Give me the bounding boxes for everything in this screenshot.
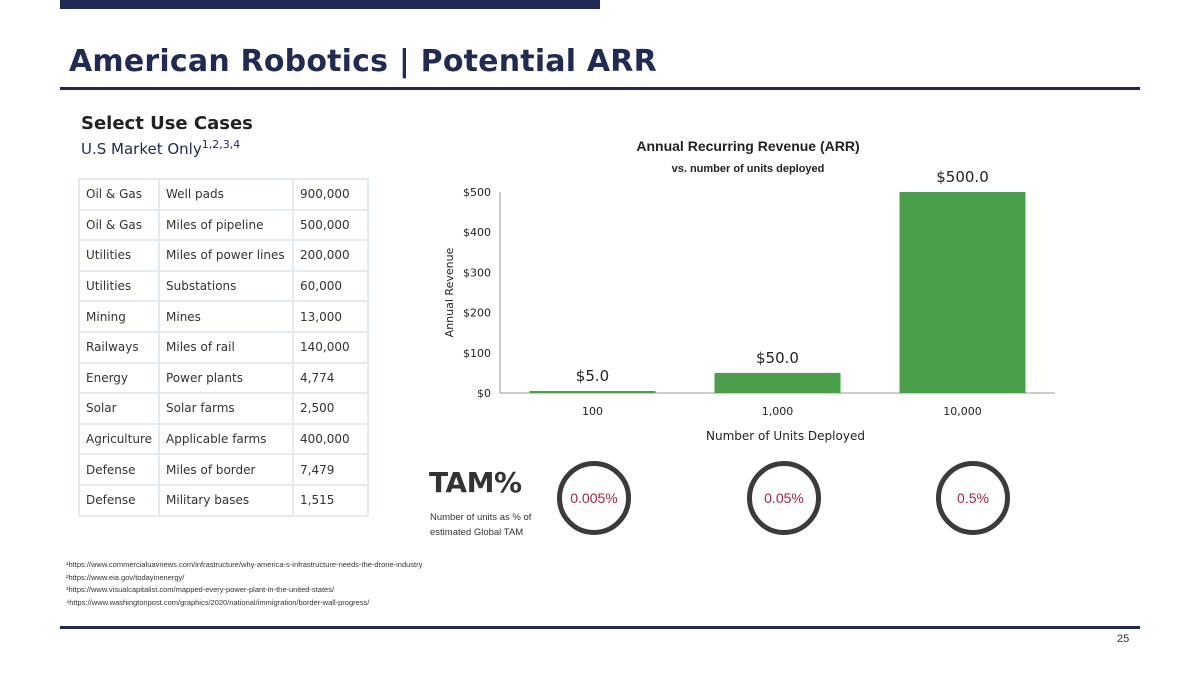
tam-description: Number of units as % of estimated Global… bbox=[430, 512, 532, 538]
arr-bar-chart: Annual Recurring Revenue (ARR) vs. number… bbox=[443, 138, 1055, 443]
table-cell-asset: Miles of pipeline bbox=[158, 208, 294, 242]
table-row: Defense Military bases 1,515 bbox=[78, 483, 369, 517]
table-cell-asset: Solar farms bbox=[158, 392, 294, 425]
slide-title: American Robotics | Potential ARR bbox=[69, 44, 657, 79]
use-cases-heading: Select Use Cases bbox=[81, 113, 253, 134]
table-cell-asset: Substations bbox=[158, 269, 294, 303]
table-cell-sector: Oil & Gas bbox=[78, 208, 160, 242]
table-cell-sector: Mining bbox=[78, 300, 160, 333]
title-divider bbox=[60, 87, 1140, 90]
bar bbox=[529, 390, 656, 393]
y-tick-label: $400 bbox=[463, 226, 491, 239]
tam-value-1: 0.005% bbox=[570, 490, 618, 506]
chart-subtitle: vs. number of units deployed bbox=[672, 163, 825, 175]
footnotes: ¹https://www.commercialuavnews.com/infra… bbox=[66, 559, 422, 609]
table-cell-sector: Defense bbox=[78, 453, 160, 486]
table-row: Utilities Substations 60,000 bbox=[78, 269, 369, 303]
table-cell-count: 140,000 bbox=[292, 330, 369, 364]
table-row: Solar Solar farms 2,500 bbox=[78, 392, 369, 425]
table-cell-asset: Applicable farms bbox=[158, 422, 294, 456]
table-cell-count: 13,000 bbox=[292, 300, 369, 333]
bar bbox=[714, 372, 841, 393]
table-cell-asset: Mines bbox=[158, 300, 294, 333]
table-cell-asset: Miles of rail bbox=[158, 330, 294, 364]
table-cell-sector: Utilities bbox=[78, 239, 160, 272]
use-cases-table: Oil & Gas Well pads 900,000 Oil & Gas Miles … bbox=[78, 178, 369, 517]
y-axis-label: Annual Revenue bbox=[443, 247, 456, 337]
table-cell-asset: Power plants bbox=[158, 361, 294, 395]
table-cell-count: 4,774 bbox=[292, 361, 369, 395]
footnote-4: ⁴https://www.washingtonpost.com/graphics… bbox=[66, 597, 370, 607]
x-tick-label: 1,000 bbox=[762, 405, 794, 418]
tam-circle-1: 0.005% bbox=[557, 461, 631, 535]
table-cell-sector: Utilities bbox=[78, 269, 160, 303]
table-cell-sector: Railways bbox=[78, 330, 160, 364]
footnote-3: ³https://www.visualcapitalist.com/mapped… bbox=[66, 585, 335, 594]
use-cases-subheading-text: U.S Market Only bbox=[81, 140, 202, 158]
table-row: Oil & Gas Well pads 900,000 bbox=[78, 178, 369, 211]
tam-circle-2: 0.05% bbox=[747, 461, 821, 535]
table-cell-asset: Well pads bbox=[158, 178, 294, 211]
tam-title: TAM% bbox=[429, 466, 522, 499]
bar-data-label: $5.0 bbox=[576, 367, 609, 385]
tam-value-3: 0.5% bbox=[957, 490, 989, 506]
table-row: Defense Miles of border 7,479 bbox=[78, 453, 369, 486]
table-cell-sector: Agriculture bbox=[78, 422, 160, 456]
table-cell-count: 60,000 bbox=[292, 269, 369, 303]
table-cell-sector: Energy bbox=[78, 361, 160, 395]
y-tick-label: $200 bbox=[463, 307, 491, 320]
page-number: 25 bbox=[1117, 633, 1130, 645]
table-cell-sector: Defense bbox=[78, 483, 160, 517]
table-cell-count: 400,000 bbox=[292, 422, 369, 456]
y-tick-label: $100 bbox=[463, 347, 491, 360]
table-row: Oil & Gas Miles of pipeline 500,000 bbox=[78, 208, 369, 242]
y-tick-label: $500 bbox=[463, 186, 491, 199]
bar-data-label: $50.0 bbox=[756, 349, 799, 367]
table-cell-sector: Solar bbox=[78, 392, 160, 425]
chart-title: Annual Recurring Revenue (ARR) bbox=[636, 138, 859, 154]
y-tick-label: $0 bbox=[477, 387, 491, 400]
table-cell-asset: Military bases bbox=[158, 483, 294, 517]
footnote-1: ¹https://www.commercialuavnews.com/infra… bbox=[66, 560, 423, 569]
top-accent-bar bbox=[60, 0, 600, 9]
table-cell-count: 500,000 bbox=[292, 208, 369, 242]
bar bbox=[899, 192, 1026, 393]
table-row: Railways Miles of rail 140,000 bbox=[78, 330, 369, 364]
x-tick-label: 10,000 bbox=[943, 405, 982, 418]
table-row: Mining Mines 13,000 bbox=[78, 300, 369, 333]
footer-divider bbox=[60, 626, 1140, 629]
x-tick-label: 100 bbox=[582, 405, 603, 418]
table-row: Energy Power plants 4,774 bbox=[78, 361, 369, 395]
tam-value-2: 0.05% bbox=[764, 490, 804, 506]
table-row: Utilities Miles of power lines 200,000 bbox=[78, 239, 369, 272]
table-cell-count: 900,000 bbox=[292, 178, 369, 211]
footnote-2: ²https://www.eia.gov/todayinenergy/ bbox=[66, 572, 185, 582]
table-cell-count: 2,500 bbox=[292, 392, 369, 425]
x-axis-label: Number of Units Deployed bbox=[706, 429, 865, 443]
use-cases-refs: 1,2,3,4 bbox=[201, 138, 241, 151]
table-cell-count: 7,479 bbox=[292, 453, 369, 486]
table-cell-asset: Miles of power lines bbox=[158, 239, 294, 272]
bar-data-label: $500.0 bbox=[936, 168, 989, 186]
table-row: Agriculture Applicable farms 400,000 bbox=[78, 422, 369, 456]
table-cell-sector: Oil & Gas bbox=[78, 178, 160, 211]
tam-circle-3: 0.5% bbox=[936, 461, 1010, 535]
use-cases-subheading: U.S Market Only1,2,3,4 bbox=[81, 138, 240, 158]
table-cell-count: 1,515 bbox=[292, 483, 369, 517]
table-cell-count: 200,000 bbox=[292, 239, 369, 272]
y-tick-label: $300 bbox=[463, 266, 491, 279]
table-cell-asset: Miles of border bbox=[158, 453, 294, 486]
